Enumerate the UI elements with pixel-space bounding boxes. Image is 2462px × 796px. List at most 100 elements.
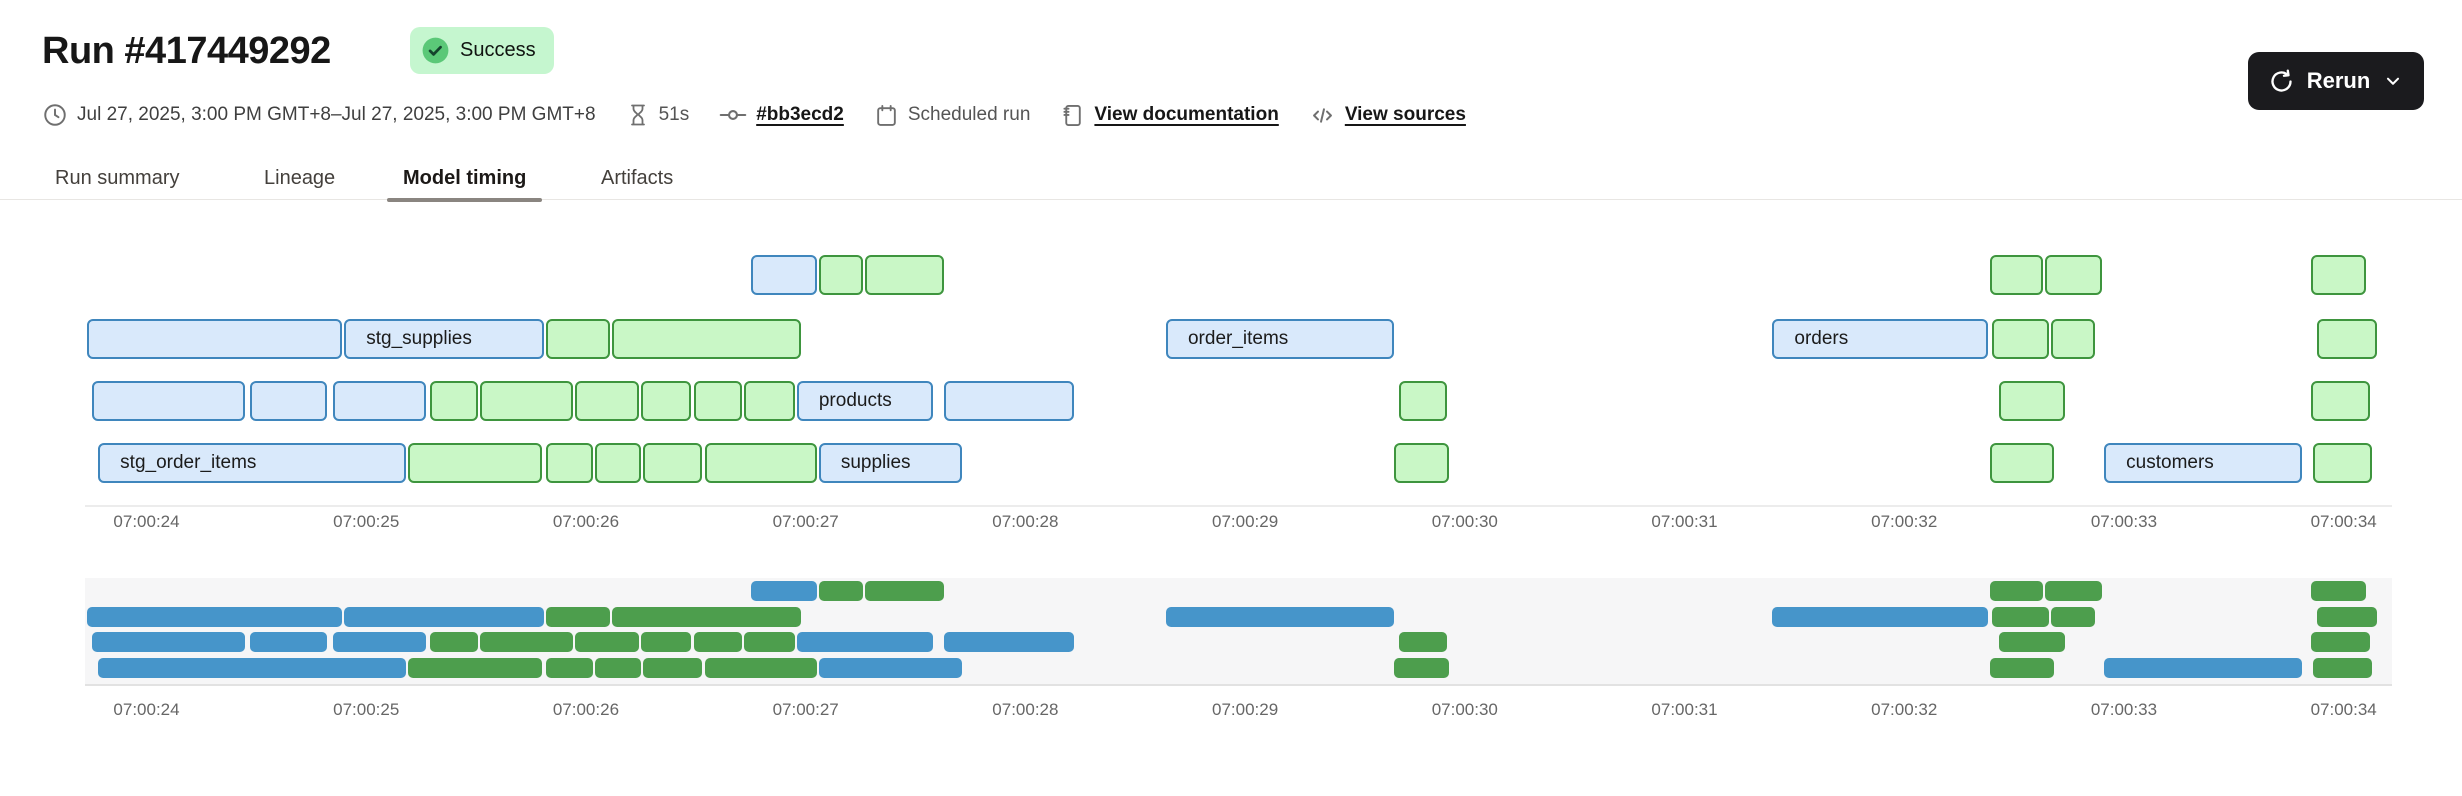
axis-tick-label: 07:00:27 bbox=[772, 512, 839, 531]
mini-bar[interactable] bbox=[333, 632, 426, 652]
gantt-bar[interactable] bbox=[944, 381, 1074, 421]
commit-link[interactable]: #bb3ecd2 bbox=[756, 104, 844, 125]
mini-bar[interactable] bbox=[546, 658, 593, 678]
mini-bar[interactable] bbox=[2317, 607, 2377, 627]
mini-bar[interactable] bbox=[1989, 658, 2054, 678]
gantt-bar[interactable] bbox=[1989, 255, 2043, 295]
gantt-bar-orders[interactable]: orders bbox=[1772, 319, 1988, 359]
gantt-bar[interactable] bbox=[612, 319, 802, 359]
gantt-row-2: stg_supplies order_items orders bbox=[85, 319, 2392, 359]
mini-bar[interactable] bbox=[2310, 581, 2366, 601]
gantt-bar[interactable] bbox=[594, 443, 641, 483]
gantt-bar[interactable] bbox=[693, 381, 742, 421]
gantt-bar[interactable] bbox=[546, 443, 593, 483]
gantt-bar-stg_supplies[interactable]: stg_supplies bbox=[344, 319, 545, 359]
gantt-bar[interactable] bbox=[407, 443, 542, 483]
mini-bar[interactable] bbox=[594, 658, 641, 678]
mini-bar[interactable] bbox=[574, 632, 639, 652]
tab-lineage[interactable]: Lineage bbox=[264, 166, 336, 189]
mini-bar[interactable] bbox=[643, 658, 703, 678]
mini-bar[interactable] bbox=[2044, 581, 2102, 601]
gantt-bar[interactable] bbox=[640, 381, 692, 421]
gantt-bar-customers[interactable]: customers bbox=[2104, 443, 2302, 483]
model-name-label: supplies bbox=[840, 452, 911, 473]
gantt-bar[interactable] bbox=[744, 381, 795, 421]
gantt-bar[interactable] bbox=[750, 255, 817, 295]
page-title: Run #417449292 bbox=[42, 30, 331, 72]
mini-bar[interactable] bbox=[818, 581, 863, 601]
mini-bar[interactable] bbox=[407, 658, 542, 678]
mini-bar[interactable] bbox=[429, 632, 479, 652]
gantt-bar[interactable] bbox=[1398, 381, 1448, 421]
mini-bar[interactable] bbox=[704, 658, 817, 678]
mini-bar-supplies[interactable] bbox=[818, 658, 962, 678]
run-duration: 51s bbox=[658, 104, 690, 125]
mini-bar-stg_supplies[interactable] bbox=[344, 607, 545, 627]
mini-bar[interactable] bbox=[1989, 581, 2043, 601]
gantt-bar[interactable] bbox=[1998, 381, 2065, 421]
gantt-bar[interactable] bbox=[864, 255, 945, 295]
rerun-button[interactable]: Rerun bbox=[2248, 52, 2424, 110]
clock-icon bbox=[42, 102, 68, 128]
mini-bar[interactable] bbox=[640, 632, 692, 652]
gantt-bar[interactable] bbox=[91, 381, 246, 421]
mini-bar[interactable] bbox=[1998, 632, 2065, 652]
mini-bar[interactable] bbox=[91, 632, 246, 652]
mini-row-3 bbox=[85, 632, 2392, 652]
gantt-bar[interactable] bbox=[818, 255, 863, 295]
gantt-bar[interactable] bbox=[2044, 255, 2102, 295]
gantt-bar-stg_order_items[interactable]: stg_order_items bbox=[98, 443, 406, 483]
tab-model-timing[interactable]: Model timing bbox=[387, 156, 543, 202]
mini-bar-stg_order_items[interactable] bbox=[98, 658, 406, 678]
gantt-bar[interactable] bbox=[546, 319, 611, 359]
mini-bar[interactable] bbox=[2310, 632, 2371, 652]
chevron-down-icon[interactable] bbox=[2382, 70, 2404, 92]
tab-artifacts[interactable]: Artifacts bbox=[601, 166, 674, 189]
mini-bar[interactable] bbox=[2051, 607, 2096, 627]
gantt-bar[interactable] bbox=[2310, 255, 2366, 295]
gantt-bar-products[interactable]: products bbox=[796, 381, 934, 421]
gantt-bar-order_items[interactable]: order_items bbox=[1165, 319, 1395, 359]
gantt-bar-supplies[interactable]: supplies bbox=[818, 443, 962, 483]
mini-bar[interactable] bbox=[864, 581, 945, 601]
mini-bar[interactable] bbox=[750, 581, 817, 601]
mini-bar[interactable] bbox=[480, 632, 573, 652]
gantt-bar[interactable] bbox=[333, 381, 426, 421]
gantt-bar[interactable] bbox=[87, 319, 343, 359]
mini-bar[interactable] bbox=[546, 607, 611, 627]
mini-bar[interactable] bbox=[693, 632, 742, 652]
gantt-bar[interactable] bbox=[2312, 443, 2373, 483]
view-documentation-link[interactable]: View documentation bbox=[1094, 104, 1279, 125]
model-name-label: orders bbox=[1794, 328, 1849, 349]
gantt-bar[interactable] bbox=[1989, 443, 2054, 483]
mini-bar[interactable] bbox=[744, 632, 795, 652]
gantt-bar[interactable] bbox=[480, 381, 573, 421]
mini-bar[interactable] bbox=[1398, 632, 1448, 652]
mini-bar-order_items[interactable] bbox=[1165, 607, 1395, 627]
model-name-label: order_items bbox=[1187, 328, 1289, 349]
mini-bar[interactable] bbox=[944, 632, 1074, 652]
gantt-bar[interactable] bbox=[643, 443, 703, 483]
mini-bar[interactable] bbox=[1394, 658, 1450, 678]
view-sources-link[interactable]: View sources bbox=[1344, 104, 1466, 125]
mini-bar[interactable] bbox=[1992, 607, 2050, 627]
mini-bar[interactable] bbox=[612, 607, 802, 627]
mini-bar[interactable] bbox=[249, 632, 327, 652]
gantt-bar[interactable] bbox=[2317, 319, 2377, 359]
mini-bar-products[interactable] bbox=[796, 632, 934, 652]
gantt-bar[interactable] bbox=[2051, 319, 2096, 359]
gantt-bar[interactable] bbox=[574, 381, 639, 421]
gantt-bar[interactable] bbox=[1992, 319, 2050, 359]
mini-bar[interactable] bbox=[87, 607, 343, 627]
gantt-bar[interactable] bbox=[1394, 443, 1450, 483]
gantt-bar[interactable] bbox=[2310, 381, 2371, 421]
mini-bar-orders[interactable] bbox=[1772, 607, 1988, 627]
mini-bar[interactable] bbox=[2312, 658, 2373, 678]
gantt-bar[interactable] bbox=[704, 443, 817, 483]
model-timing-overview-chart[interactable] bbox=[85, 578, 2392, 686]
gantt-bar[interactable] bbox=[249, 381, 327, 421]
gantt-bar[interactable] bbox=[429, 381, 479, 421]
tab-run-summary[interactable]: Run summary bbox=[55, 166, 180, 189]
mini-bar-customers[interactable] bbox=[2104, 658, 2302, 678]
